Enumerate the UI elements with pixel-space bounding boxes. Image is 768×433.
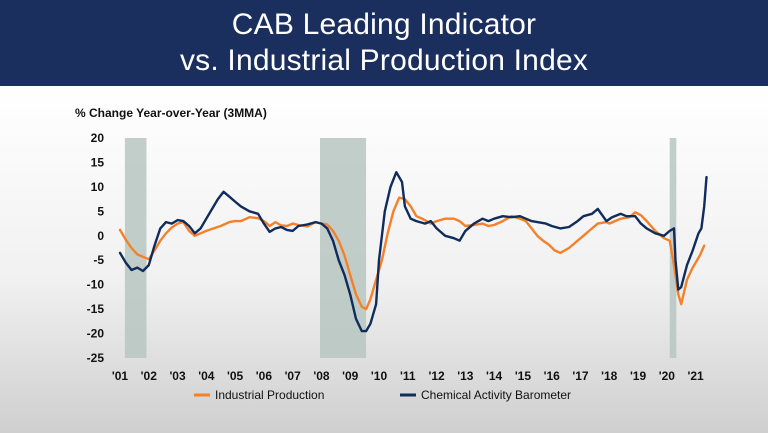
x-tick-label: '02 (141, 369, 158, 383)
y-tick-label: -5 (93, 253, 104, 267)
legend-label-1: Chemical Activity Barometer (421, 388, 571, 402)
x-tick-label: '07 (285, 369, 302, 383)
x-tick-label: '20 (659, 369, 676, 383)
legend: Industrial Production Chemical Activity B… (194, 388, 571, 402)
y-tick-label: 5 (97, 204, 104, 218)
x-tick-label: '09 (342, 369, 359, 383)
x-tick-label: '16 (544, 369, 561, 383)
y-axis-label: % Change Year-over-Year (3MMA) (75, 106, 267, 120)
x-tick-label: '08 (313, 369, 330, 383)
y-tick-label: 10 (91, 180, 105, 194)
y-tick-label: -20 (87, 327, 105, 341)
x-tick-label: '12 (428, 369, 445, 383)
y-tick-label: -25 (87, 351, 105, 365)
y-axis: -25 -20 -15 -10 -5 0 5 10 15 20 (87, 131, 105, 365)
x-tick-label: '21 (688, 369, 705, 383)
x-tick-label: '06 (256, 369, 273, 383)
recession-band-0 (124, 138, 147, 358)
title-line-1: CAB Leading Indicator (231, 8, 537, 41)
x-tick-label: '05 (227, 369, 244, 383)
series-lines (118, 171, 708, 333)
y-tick-label: 15 (91, 155, 105, 169)
x-tick-label: '18 (601, 369, 618, 383)
x-tick-label: '11 (400, 369, 416, 383)
y-tick-label: 0 (97, 229, 104, 243)
x-tick-label: '17 (572, 369, 589, 383)
y-tick-label: 20 (91, 131, 105, 145)
x-tick-label: '01 (112, 369, 129, 383)
x-tick-label: '03 (169, 369, 186, 383)
x-tick-label: '04 (198, 369, 215, 383)
series-line-chemical-activity-barometer (118, 171, 708, 333)
y-tick-label: -15 (87, 302, 105, 316)
y-tick-label: -10 (87, 278, 105, 292)
x-axis: '01 '02 '03 '04 '05 '06 '07 '08 '09 '10 '11 '12 '13 '… (112, 369, 704, 383)
legend-label-0: Industrial Production (215, 388, 324, 402)
x-tick-label: '10 (371, 369, 388, 383)
title-line-2: vs. Industrial Production Index (179, 44, 589, 77)
x-tick-label: '13 (457, 369, 474, 383)
recession-band-2 (669, 138, 677, 358)
recession-bands (124, 138, 677, 358)
title-bar: CAB Leading Indicator vs. Industrial Pro… (0, 0, 768, 86)
x-tick-label: '14 (486, 369, 503, 383)
x-tick-label: '19 (630, 369, 647, 383)
x-tick-label: '15 (515, 369, 532, 383)
